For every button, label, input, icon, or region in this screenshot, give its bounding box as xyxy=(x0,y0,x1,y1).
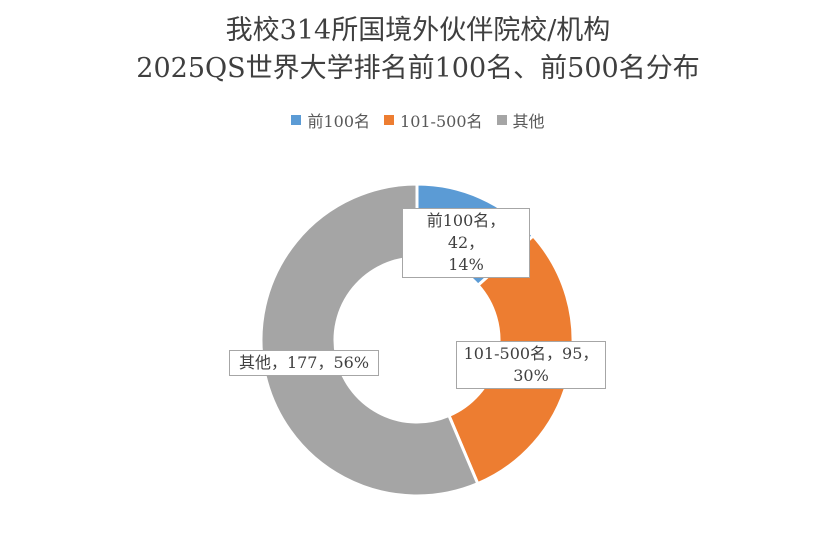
data-label-101-500-line2: 30% xyxy=(513,366,549,385)
legend-swatch-top100 xyxy=(291,115,302,125)
chart-title-line-1: 我校314所国境外伙伴院校/机构 xyxy=(225,15,611,46)
legend-label-top100: 前100名 xyxy=(307,112,371,131)
slice-other xyxy=(259,182,480,498)
chart-title: 我校314所国境外伙伴院校/机构 2025QS世界大学排名前100名、前500名… xyxy=(0,12,836,88)
legend-swatch-101-500 xyxy=(384,115,395,125)
data-label-top100-line2: 14% xyxy=(448,255,484,274)
data-label-101-500-line1: 101-500名，95， xyxy=(463,344,599,363)
chart-title-line-2: 2025QS世界大学排名前100名、前500名分布 xyxy=(136,53,700,84)
legend-item-101-500: 101-500名 xyxy=(384,108,483,132)
legend-item-top100: 前100名 xyxy=(291,108,370,132)
legend-label-101-500: 101-500名 xyxy=(400,112,483,131)
legend-label-other: 其他 xyxy=(512,112,545,131)
data-label-other-line1: 其他，177，56% xyxy=(238,353,370,372)
data-label-top100: 前100名，42， 14% xyxy=(402,208,530,278)
data-label-101-500: 101-500名，95， 30% xyxy=(456,341,606,389)
legend: 前100名 101-500名 其他 xyxy=(0,108,836,132)
data-label-top100-line1: 前100名，42， xyxy=(426,211,506,252)
legend-swatch-other xyxy=(496,115,507,125)
data-label-other: 其他，177，56% xyxy=(229,350,379,376)
legend-item-other: 其他 xyxy=(496,108,545,132)
